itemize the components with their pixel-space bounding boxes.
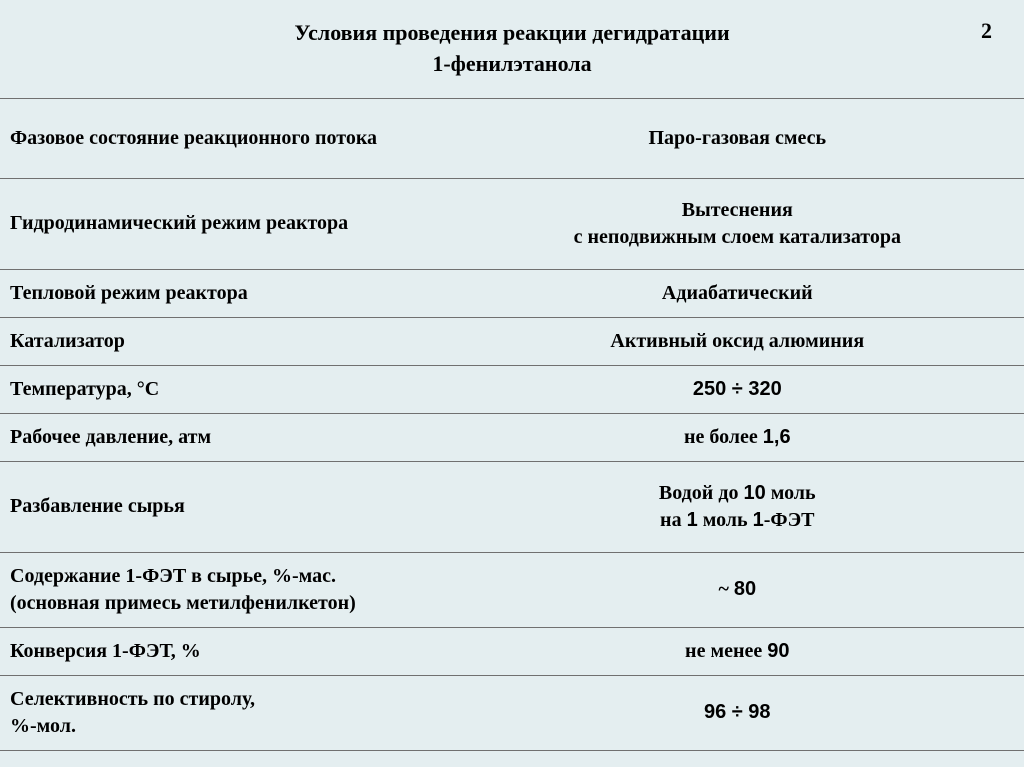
table-row: Селективность по стиролу, %-мол. 96 ÷ 98 [0, 675, 1024, 750]
param-line: %-мол. [10, 715, 76, 737]
param-cell: Селективность по стиролу, %-мол. [0, 675, 451, 750]
value-text: на [660, 509, 687, 531]
table-row: Температура, °С 250 ÷ 320 [0, 365, 1024, 413]
param-cell: Конверсия 1-ФЭТ, % [0, 627, 451, 675]
table-row: Фазовое состояние реакционного потока Па… [0, 98, 1024, 178]
param-line: (основная примесь метилфенилкетон) [10, 592, 356, 614]
value-line: Вытеснения [682, 199, 793, 221]
value-text: Водой до [659, 482, 744, 504]
value-number: 90 [767, 640, 789, 662]
table-row: Содержание 1-ФЭТ в сырье, %-мас. (основн… [0, 552, 1024, 627]
value-cell: ~ 80 [451, 552, 1024, 627]
title-line-1: Условия проведения реакции дегидратации [0, 18, 1024, 49]
param-line: Селективность по стиролу, [10, 688, 255, 710]
value-cell: не менее 90 [451, 627, 1024, 675]
table-row: Катализатор Активный оксид алюминия [0, 317, 1024, 365]
value-text: моль [698, 509, 753, 531]
value-number: 80 [734, 578, 756, 600]
value-text: -ФЭТ [764, 509, 815, 531]
value-cell: Водой до 10 моль на 1 моль 1-ФЭТ [451, 461, 1024, 552]
value-cell: Паро-газовая смесь [451, 98, 1024, 178]
value-number: 10 [743, 482, 765, 504]
param-cell: Гидродинамический режим реактора [0, 178, 451, 269]
value-text: не менее [685, 640, 767, 662]
param-cell: Разбавление сырья [0, 461, 451, 552]
slide-title: Условия проведения реакции дегидратации … [0, 0, 1024, 98]
value-number: 1 [687, 509, 698, 531]
value-cell: 250 ÷ 320 [451, 365, 1024, 413]
page-number: 2 [981, 18, 992, 44]
table-row: Рабочее давление, атм не более 1,6 [0, 413, 1024, 461]
value-text: моль [766, 482, 816, 504]
param-cell: Рабочее давление, атм [0, 413, 451, 461]
param-cell: Фазовое состояние реакционного потока [0, 98, 451, 178]
table-row: Тепловой режим реактора Адиабатический [0, 269, 1024, 317]
param-line: Содержание 1-ФЭТ в сырье, %-мас. [10, 565, 336, 587]
title-line-2: 1-фенилэтанола [0, 49, 1024, 80]
value-text: не более [684, 426, 763, 448]
value-text: ~ [718, 578, 733, 600]
value-line: с неподвижным слоем катализатора [574, 226, 901, 248]
param-cell: Содержание 1-ФЭТ в сырье, %-мас. (основн… [0, 552, 451, 627]
value-number: 1 [753, 509, 764, 531]
param-cell: Катализатор [0, 317, 451, 365]
table-row: Гидродинамический режим реактора Вытесне… [0, 178, 1024, 269]
value-cell: Активный оксид алюминия [451, 317, 1024, 365]
value-cell: 96 ÷ 98 [451, 675, 1024, 750]
conditions-table: Фазовое состояние реакционного потока Па… [0, 98, 1024, 751]
table-row: Конверсия 1-ФЭТ, % не менее 90 [0, 627, 1024, 675]
param-cell: Тепловой режим реактора [0, 269, 451, 317]
value-cell: Вытеснения с неподвижным слоем катализат… [451, 178, 1024, 269]
value-number: 1,6 [763, 426, 791, 448]
param-cell: Температура, °С [0, 365, 451, 413]
value-cell: не более 1,6 [451, 413, 1024, 461]
table-row: Разбавление сырья Водой до 10 моль на 1 … [0, 461, 1024, 552]
value-cell: Адиабатический [451, 269, 1024, 317]
